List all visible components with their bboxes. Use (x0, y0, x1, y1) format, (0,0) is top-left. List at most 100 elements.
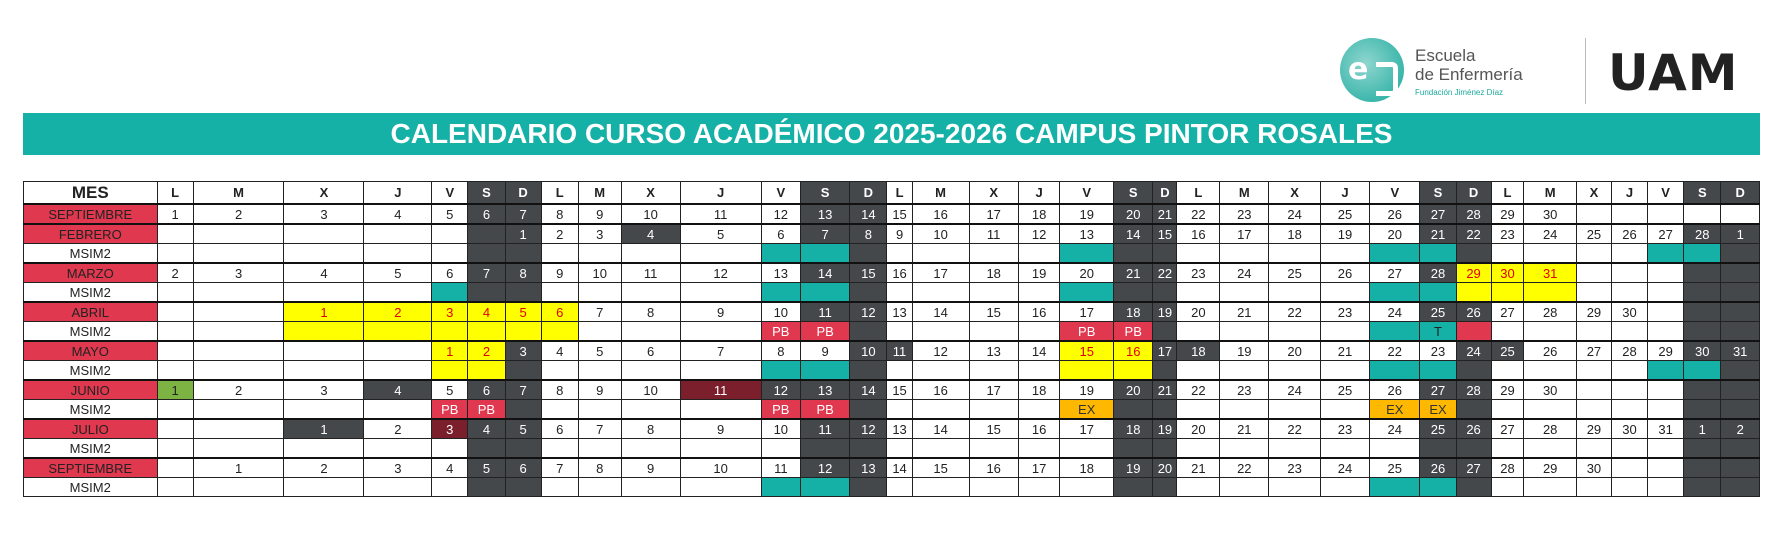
day-cell: 1 (1720, 223, 1760, 244)
day-cell: 15 (849, 262, 888, 283)
calendar-table: MES L M X J V S D L M X J V S D L M X J V S D L M X J V S D L M X J V S D S… (23, 181, 1760, 497)
day-cell (911, 360, 970, 381)
day-cell (540, 438, 579, 459)
header-day: S (467, 181, 506, 205)
day-cell (800, 438, 851, 459)
day-cell (1017, 477, 1061, 497)
day-cell: 11 (679, 379, 762, 400)
day-cell: 12 (849, 418, 888, 439)
header-day: J (1319, 181, 1371, 205)
day-cell: 12 (800, 457, 851, 478)
calendar-row: MSIM2 (23, 477, 1760, 497)
day-cell (1219, 282, 1270, 303)
day-cell: 28 (1683, 223, 1722, 244)
day-cell (968, 282, 1019, 303)
day-cell (467, 438, 506, 459)
day-cell: 18 (1017, 203, 1061, 225)
day-cell (1369, 438, 1421, 459)
day-cell: 18 (1113, 301, 1154, 322)
header-day: S (1419, 181, 1457, 205)
day-cell: 21 (1219, 301, 1270, 322)
day-cell: 5 (504, 418, 542, 439)
day-cell (283, 340, 365, 361)
calendar-row: JUNIO 1 2 3 4 5 6 7 8 9 10 11 12 13 14 15 16 17 18 19 20 21 22… (23, 379, 1760, 400)
day-cell: PB (1113, 321, 1154, 342)
day-cell (1610, 399, 1649, 420)
day-cell: 27 (1419, 379, 1457, 400)
day-cell (467, 243, 506, 264)
day-cell: 24 (1219, 262, 1270, 283)
day-cell: 27 (1490, 418, 1525, 439)
day-cell: 2 (192, 203, 285, 225)
day-cell: 2 (540, 223, 579, 244)
page-title: CALENDARIO CURSO ACADÉMICO 2025-2026 CAM… (23, 113, 1760, 155)
day-cell (1152, 477, 1178, 497)
day-cell (1455, 360, 1492, 381)
day-cell: 23 (1219, 379, 1270, 400)
day-cell: 26 (1419, 457, 1457, 478)
day-cell (1455, 243, 1492, 264)
header-day: S (800, 181, 851, 205)
day-cell (1720, 282, 1760, 303)
day-cell: 2 (363, 301, 433, 322)
day-cell (1455, 399, 1492, 420)
calendar-row: MSIM2 PB PB PB PB EX EX EX (23, 399, 1760, 420)
day-cell: 17 (1059, 418, 1115, 439)
calendar-row: MAYO 1 2 3 4 5 6 7 8 9 10 11 12 13 14 15 16 17 18 19 20 21 22 2… (23, 340, 1760, 361)
day-cell (679, 477, 762, 497)
header-day: J (679, 181, 762, 205)
day-cell (1575, 282, 1612, 303)
day-cell (679, 321, 762, 342)
day-cell (192, 360, 285, 381)
header-day: M (911, 181, 970, 205)
header-day: L (1176, 181, 1221, 205)
day-cell: PB (1059, 321, 1115, 342)
day-cell: 3 (577, 223, 622, 244)
day-cell (800, 282, 851, 303)
day-cell (156, 340, 194, 361)
day-cell (1610, 379, 1649, 400)
day-cell: 3 (431, 301, 469, 322)
day-cell (679, 399, 762, 420)
group-label: MSIM2 (23, 282, 158, 303)
day-cell (363, 243, 433, 264)
day-cell (1268, 477, 1321, 497)
day-cell (1647, 243, 1685, 264)
day-cell (1268, 360, 1321, 381)
day-cell: 30 (1490, 262, 1525, 283)
day-cell (1720, 360, 1760, 381)
day-cell: 7 (800, 223, 851, 244)
day-cell (1319, 438, 1371, 459)
day-cell (577, 321, 622, 342)
day-cell (467, 321, 506, 342)
day-cell: 29 (1490, 203, 1525, 225)
day-cell: 28 (1455, 203, 1492, 225)
day-cell (1523, 282, 1577, 303)
day-cell: 12 (760, 203, 802, 225)
day-cell (283, 477, 365, 497)
day-cell: 10 (679, 457, 762, 478)
day-cell (467, 360, 506, 381)
day-cell: 8 (504, 262, 542, 283)
day-cell (1490, 399, 1525, 420)
day-cell (886, 399, 913, 420)
day-cell (1113, 360, 1154, 381)
day-cell (620, 438, 681, 459)
day-cell: 21 (1152, 379, 1178, 400)
day-cell: 16 (911, 379, 970, 400)
day-cell: 11 (620, 262, 681, 283)
day-cell: 7 (504, 379, 542, 400)
day-cell: 7 (577, 301, 622, 322)
day-cell (1610, 457, 1649, 478)
day-cell: 16 (886, 262, 913, 283)
day-cell: 1 (156, 379, 194, 400)
day-cell: 29 (1455, 262, 1492, 283)
day-cell (363, 282, 433, 303)
day-cell (1455, 477, 1492, 497)
day-cell: 20 (1059, 262, 1115, 283)
day-cell (156, 360, 194, 381)
header-mes: MES (23, 181, 158, 205)
day-cell: 3 (283, 379, 365, 400)
day-cell: 3 (504, 340, 542, 361)
header-day: L (156, 181, 194, 205)
